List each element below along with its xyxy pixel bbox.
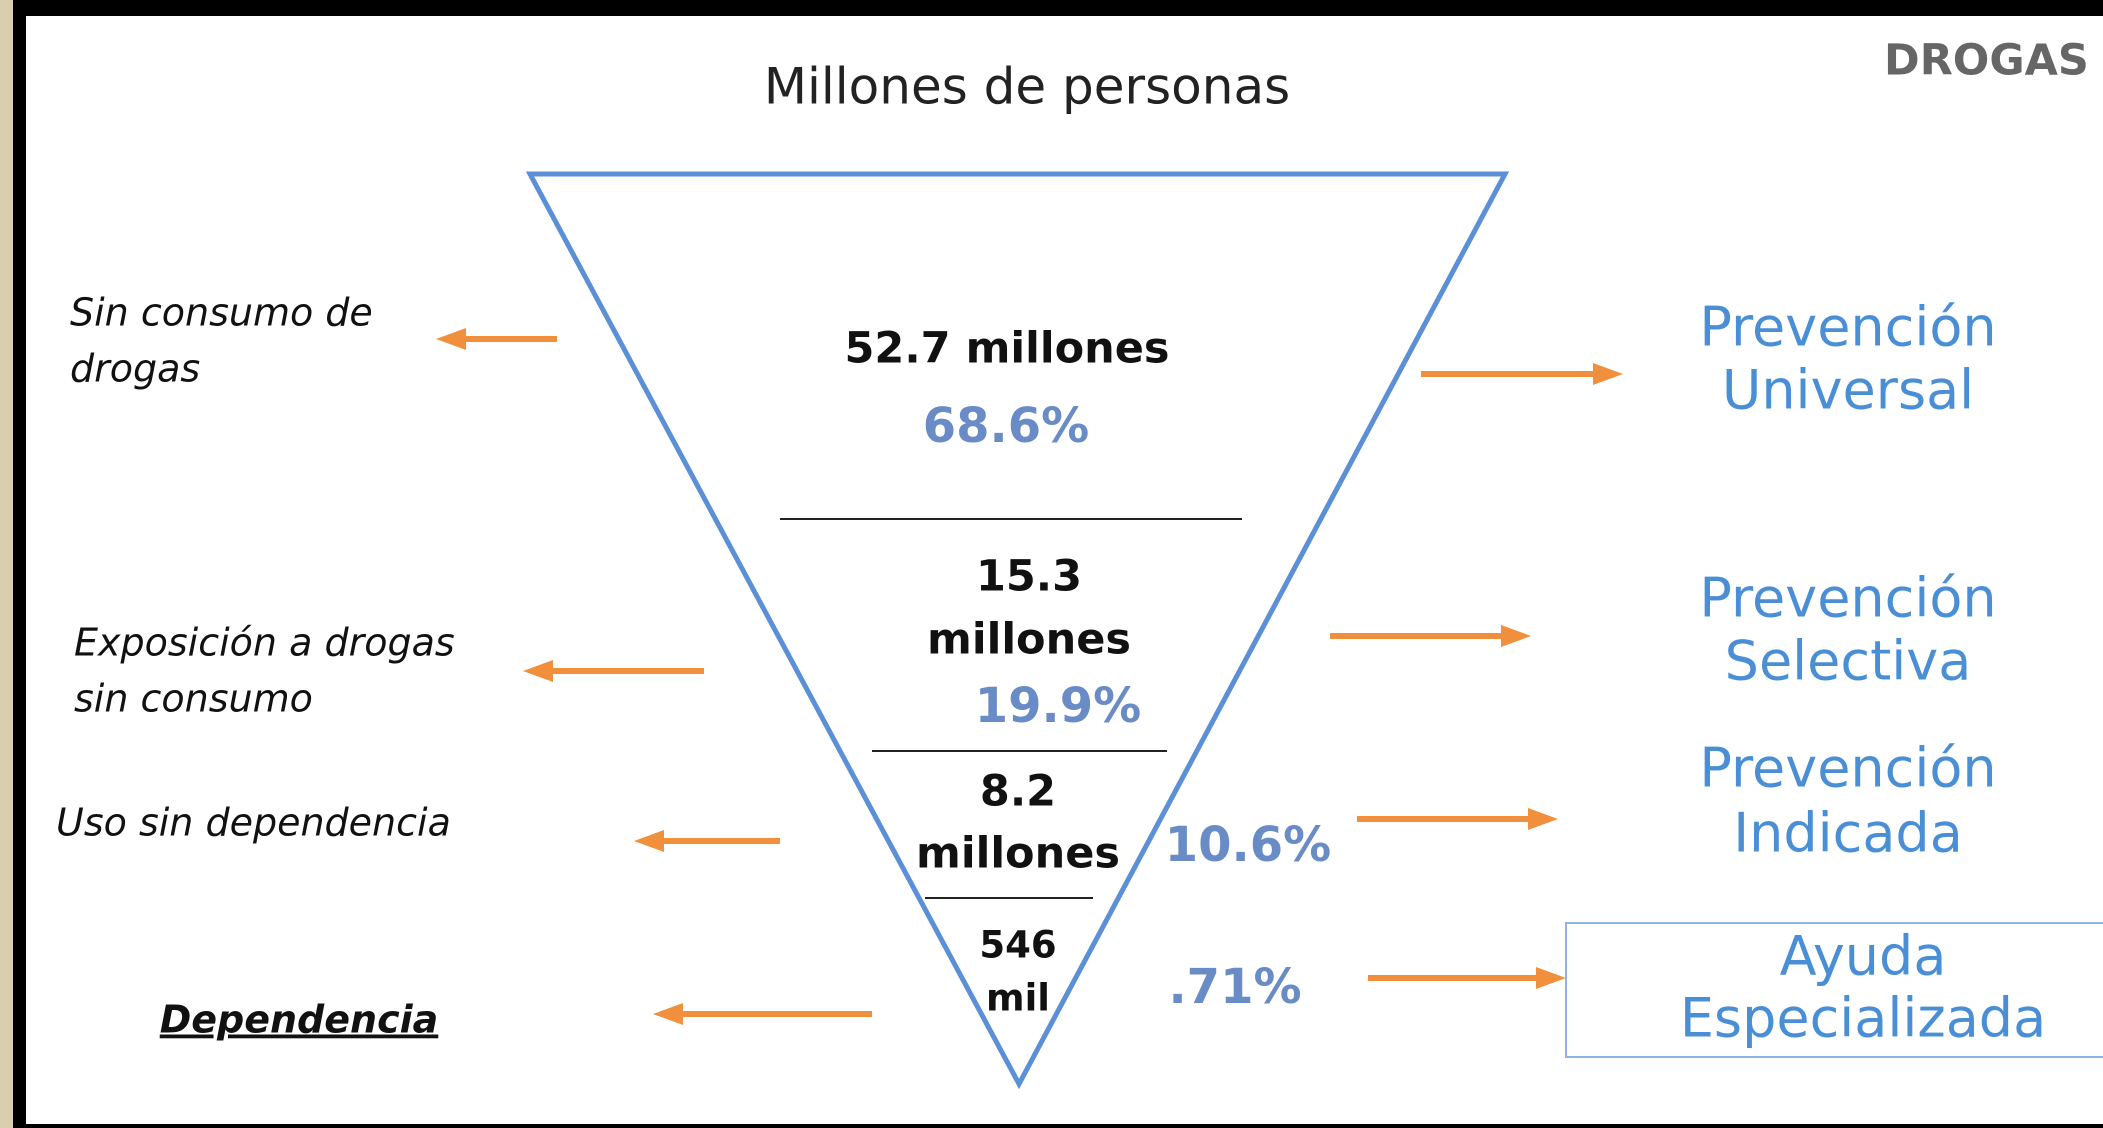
arrow-head xyxy=(653,1003,683,1025)
funnel-triangle xyxy=(525,171,1510,1090)
level-count: 15.3 xyxy=(976,552,1082,602)
level-count: 8.2 xyxy=(980,767,1056,817)
prevention-label: Universal xyxy=(1722,359,1974,422)
highlight-box xyxy=(1565,922,2103,1058)
level-description: Sin consumo de xyxy=(70,291,373,335)
corner-label: DROGAS xyxy=(1884,36,2089,86)
prevention-label: Prevención xyxy=(1699,737,1996,800)
prevention-label: Especializada xyxy=(1680,987,2046,1050)
level-percent: 19.9% xyxy=(975,678,1142,734)
prevention-label: Prevención xyxy=(1699,567,1996,630)
arrow-head xyxy=(1501,625,1531,647)
arrow-head xyxy=(1528,808,1558,830)
level-count: mil xyxy=(986,977,1050,1020)
arrow-head xyxy=(634,830,664,852)
level-count: 52.7 millones xyxy=(845,324,1170,374)
level-description: Dependencia xyxy=(160,998,439,1042)
content: Sin consumo de drogas 52.7 millones 68.6% Pr… xyxy=(56,291,2046,1050)
title: Millones de personas xyxy=(764,58,1290,116)
prevention-label: Selectiva xyxy=(1725,630,1972,693)
arrow-head xyxy=(523,660,553,682)
level-percent: 10.6% xyxy=(1165,817,1332,873)
prevention-label: Ayuda xyxy=(1780,925,1947,988)
level-count: millones xyxy=(927,615,1131,665)
arrow-head xyxy=(1593,363,1623,385)
arrow-head xyxy=(1536,967,1566,989)
level-count: 546 xyxy=(979,924,1056,967)
level-percent: .71% xyxy=(1168,959,1301,1015)
panel xyxy=(26,16,2103,1124)
level-count: millones xyxy=(916,829,1120,879)
level-description: Uso sin dependencia xyxy=(56,801,451,845)
arrow-head xyxy=(436,328,466,350)
level-description: sin consumo xyxy=(74,677,313,721)
prevention-label: Indicada xyxy=(1733,802,1963,865)
level-description: Exposición a drogas xyxy=(74,621,455,665)
level-percent: 68.6% xyxy=(923,398,1090,454)
level-description: drogas xyxy=(70,347,200,391)
prevention-label: Prevención xyxy=(1699,296,1996,359)
